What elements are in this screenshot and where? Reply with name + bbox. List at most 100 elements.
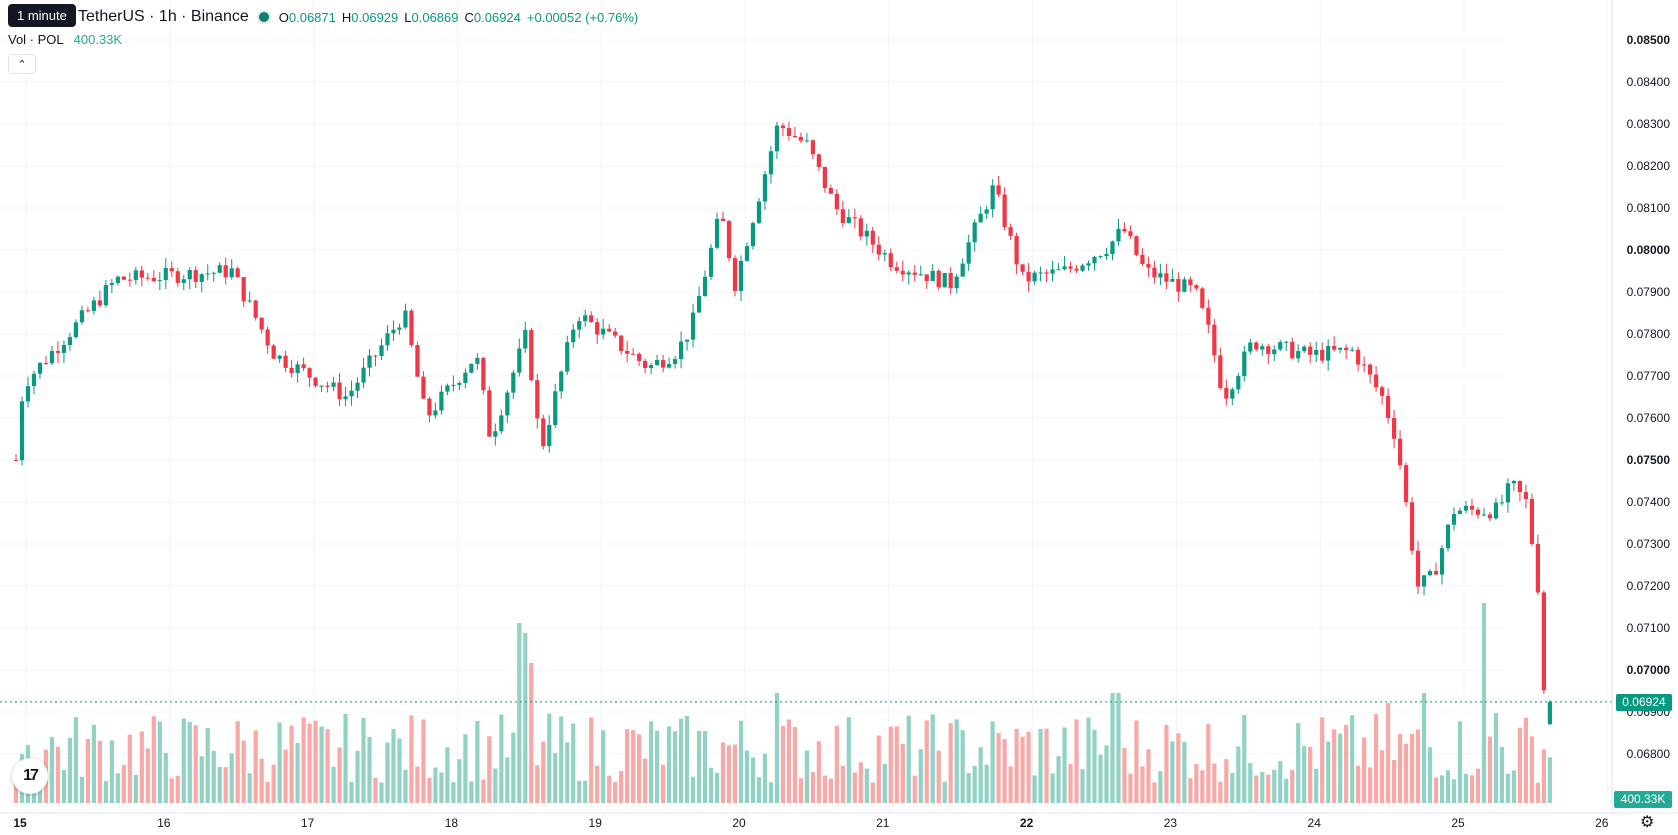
high-value: H0.06929 <box>341 9 399 25</box>
candle-body <box>726 221 732 259</box>
volume-bar <box>79 776 85 803</box>
volume-bar <box>229 753 234 803</box>
volume-bar <box>1469 775 1475 803</box>
volume-bar <box>1535 782 1540 803</box>
candle-body <box>469 363 474 373</box>
symbol-title[interactable]: TetherUS · 1h · Binance <box>78 8 249 25</box>
candle-body <box>1296 351 1301 359</box>
volume-bar <box>481 779 486 803</box>
volume-bar <box>103 781 108 803</box>
volume-bar <box>1134 720 1139 803</box>
candle-body <box>924 274 929 282</box>
x-tick-label: 22 <box>1020 816 1034 830</box>
candle-body <box>265 329 270 346</box>
volume-bar <box>433 767 438 803</box>
volume-bar <box>1344 724 1349 803</box>
tradingview-logo[interactable]: 17 <box>12 758 48 794</box>
volume-bar <box>918 749 923 803</box>
candle-body <box>1170 279 1175 282</box>
volume-bar <box>1266 774 1271 803</box>
candle-body <box>738 260 744 292</box>
volume-bar <box>457 759 462 803</box>
volume-bar <box>1284 778 1289 803</box>
volume-bar <box>1056 756 1061 803</box>
volume-bar <box>738 720 744 803</box>
volume-bar <box>475 720 480 803</box>
candle-body <box>139 270 144 278</box>
volume-bar <box>469 781 474 803</box>
candle-body <box>25 386 31 402</box>
gear-icon[interactable]: ⚙ <box>1640 814 1655 831</box>
volume-bar <box>577 780 582 803</box>
volume-bar <box>97 740 102 803</box>
volume-bar <box>109 740 114 803</box>
candle-body <box>253 300 258 318</box>
x-tick-label: 25 <box>1451 816 1465 830</box>
candle-body <box>397 327 402 330</box>
market-status-icon[interactable] <box>258 12 269 22</box>
candle-body <box>1338 347 1343 350</box>
candle-body <box>421 376 426 399</box>
candle-body <box>1122 228 1127 232</box>
candle-body <box>367 355 372 368</box>
candle-body <box>846 217 851 223</box>
volume-bar <box>313 720 318 803</box>
volume-bar <box>1326 741 1331 803</box>
candle-body <box>708 247 714 277</box>
candle-body <box>1433 571 1439 575</box>
volume-bar <box>936 750 941 803</box>
candle-body <box>798 136 804 141</box>
x-tick-label: 23 <box>1164 816 1178 830</box>
candle-body <box>834 193 839 210</box>
candle-body <box>804 140 809 142</box>
volume-bar <box>906 715 911 803</box>
volume-bar <box>900 743 905 803</box>
volume-legend[interactable]: Vol · POL 400.33K <box>8 32 122 47</box>
candle-body <box>678 341 684 360</box>
candle-body <box>972 222 977 243</box>
y-tick-label: 0.07000 <box>1627 663 1671 677</box>
volume-bar <box>1523 717 1528 803</box>
volume-bar <box>181 718 186 803</box>
candle-body <box>702 276 708 297</box>
volume-bar <box>661 764 666 803</box>
candle-body <box>1350 349 1355 351</box>
volume-bar <box>1044 728 1049 803</box>
candle-body <box>1008 227 1013 236</box>
volume-bar <box>822 775 827 803</box>
volume-bar <box>762 753 768 803</box>
x-tick-label: 21 <box>876 816 890 830</box>
candle-body <box>241 277 246 302</box>
volume-bar <box>744 750 750 803</box>
candle-body <box>828 188 833 194</box>
volume-bar <box>1368 767 1373 803</box>
candle-body <box>1188 279 1193 286</box>
volume-bar <box>1026 731 1031 803</box>
candle-body <box>1044 272 1049 274</box>
candle-body <box>661 359 666 368</box>
volume-bar <box>912 775 917 803</box>
candle-body <box>97 300 102 306</box>
volume-bar <box>541 741 546 803</box>
volume-bar <box>1146 749 1151 803</box>
volume-bar <box>1110 693 1115 803</box>
volume-bar <box>708 767 714 803</box>
y-tick-label: 0.08400 <box>1627 75 1671 89</box>
candle-body <box>816 154 821 167</box>
candle-body <box>541 418 546 447</box>
candle-body <box>625 350 630 354</box>
volume-bar <box>1397 733 1403 803</box>
volume-bar <box>613 781 618 803</box>
volume-bar <box>756 777 762 803</box>
candle-body <box>1098 256 1103 258</box>
candle-body <box>960 263 965 277</box>
volume-bar <box>966 772 971 803</box>
collapse-legend-button[interactable]: ⌃ <box>8 54 36 74</box>
candle-body <box>1427 571 1433 576</box>
candle-body <box>379 345 384 357</box>
volume-bar <box>253 730 258 803</box>
volume-bar <box>792 726 798 803</box>
candle-body <box>1182 279 1187 292</box>
candle-body <box>666 364 672 368</box>
